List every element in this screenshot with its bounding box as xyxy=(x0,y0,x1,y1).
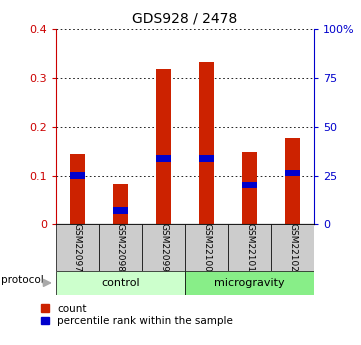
Text: control: control xyxy=(101,278,140,288)
Bar xyxy=(99,224,142,271)
Bar xyxy=(156,69,171,224)
Text: GSM22099: GSM22099 xyxy=(159,223,168,272)
Text: GSM22102: GSM22102 xyxy=(288,223,297,272)
Bar xyxy=(56,271,185,295)
Bar xyxy=(113,184,128,224)
Bar xyxy=(156,155,171,161)
Bar xyxy=(56,224,99,271)
Legend: count, percentile rank within the sample: count, percentile rank within the sample xyxy=(41,304,233,326)
Bar xyxy=(199,62,214,224)
Bar xyxy=(285,138,300,224)
Bar xyxy=(285,170,300,176)
Bar xyxy=(271,224,314,271)
Bar xyxy=(228,224,271,271)
Bar xyxy=(199,155,214,161)
Bar xyxy=(70,154,85,224)
Text: GSM22100: GSM22100 xyxy=(202,223,211,272)
Text: protocol: protocol xyxy=(1,276,44,285)
Bar xyxy=(242,182,257,188)
Text: microgravity: microgravity xyxy=(214,278,285,288)
Title: GDS928 / 2478: GDS928 / 2478 xyxy=(132,11,238,26)
Text: GSM22098: GSM22098 xyxy=(116,223,125,272)
Bar xyxy=(113,207,128,214)
Bar xyxy=(242,152,257,224)
Text: GSM22097: GSM22097 xyxy=(73,223,82,272)
Text: GSM22101: GSM22101 xyxy=(245,223,254,272)
Bar xyxy=(185,271,314,295)
Bar xyxy=(185,224,228,271)
Bar xyxy=(70,172,85,179)
Bar xyxy=(142,224,185,271)
